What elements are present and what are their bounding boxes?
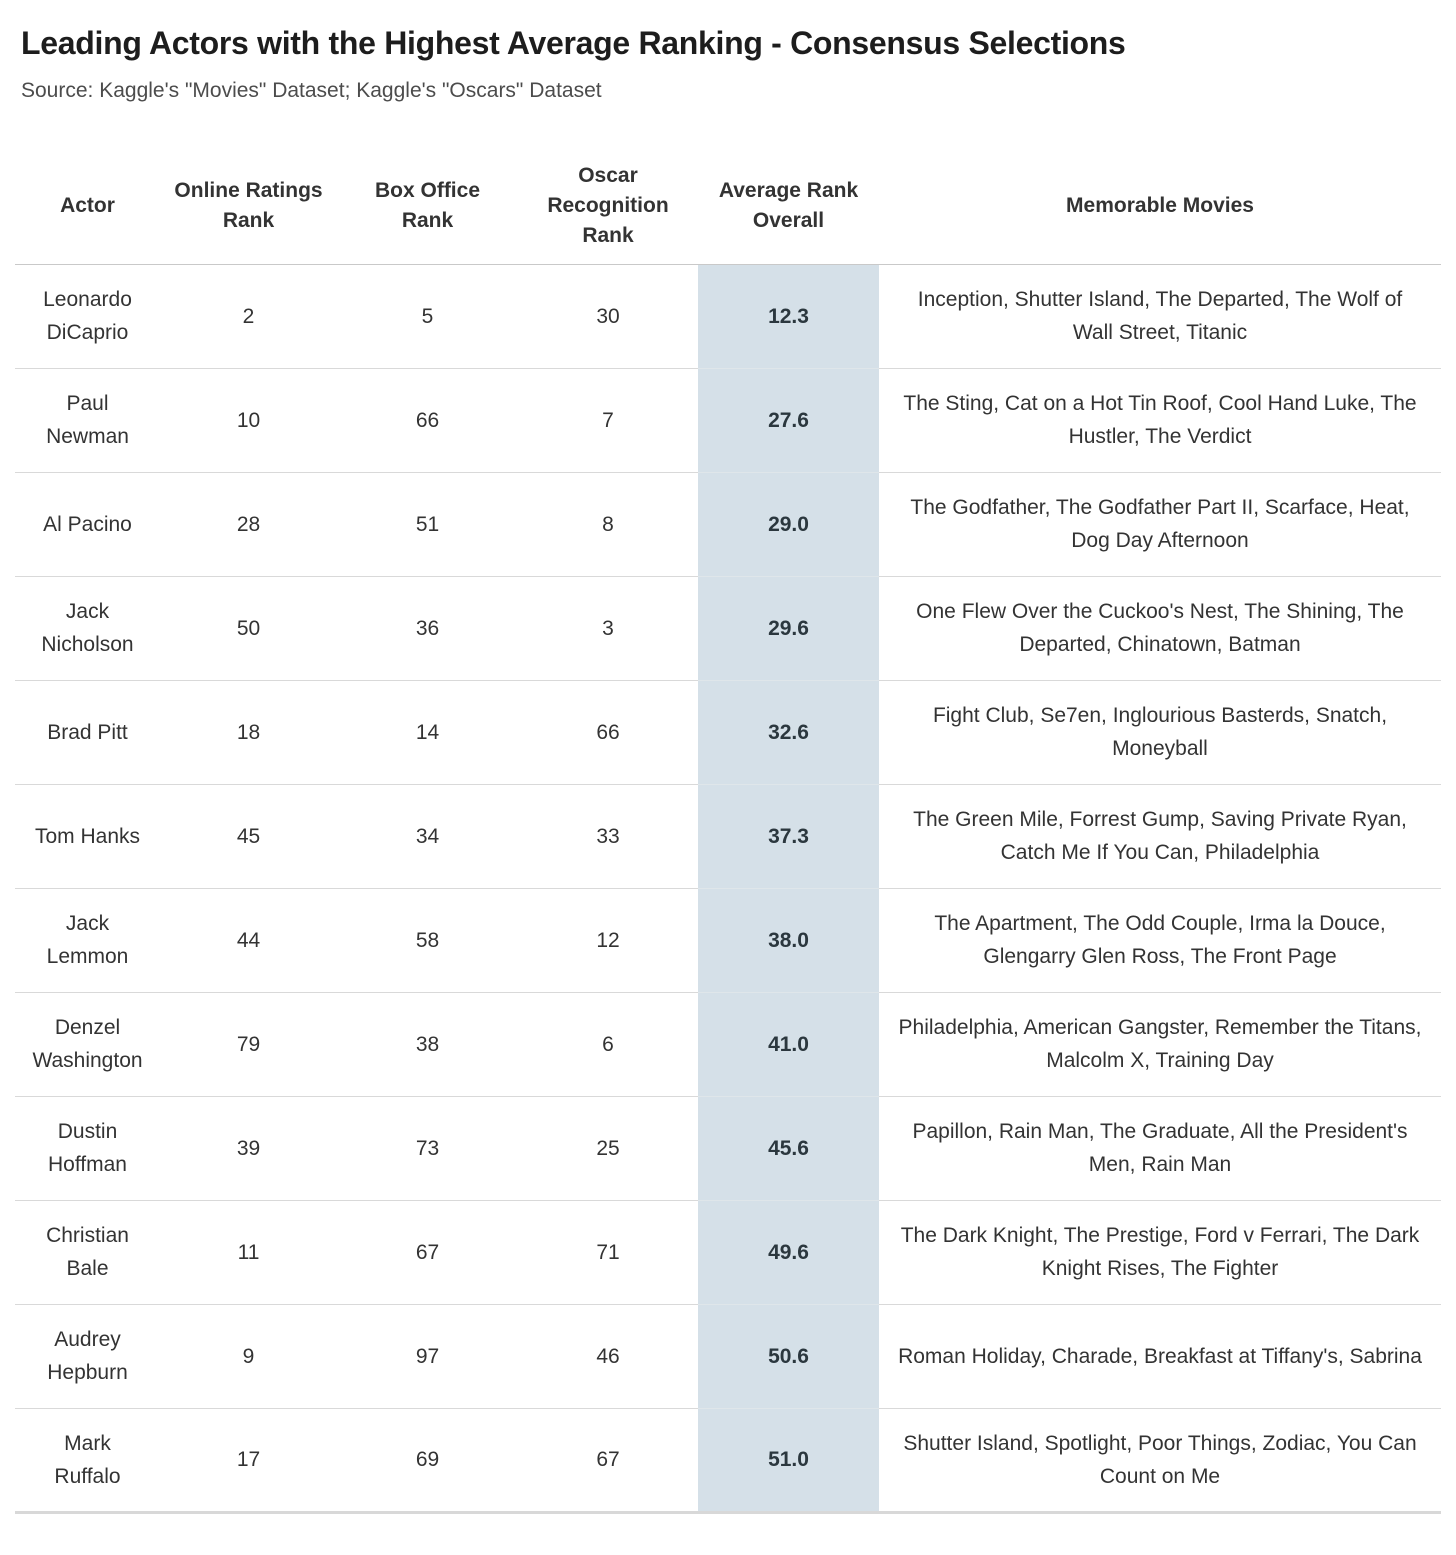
column-header-oscar-recognition-rank: Oscar Recognition Rank — [518, 148, 698, 265]
average-rank-cell: 41.0 — [698, 992, 879, 1097]
table-row: Christian Bale 11 67 71 49.6 The Dark Kn… — [15, 1200, 1441, 1305]
column-header-box-office-rank: Box Office Rank — [337, 148, 518, 265]
box-office-rank-cell: 69 — [337, 1408, 518, 1514]
oscar-recognition-rank-cell: 12 — [518, 888, 698, 993]
table-row: Tom Hanks 45 34 33 37.3 The Green Mile, … — [15, 784, 1441, 889]
memorable-movies-cell: The Godfather, The Godfather Part II, Sc… — [879, 472, 1441, 577]
table-row: Audrey Hepburn 9 97 46 50.6 Roman Holida… — [15, 1304, 1441, 1409]
memorable-movies-cell: Philadelphia, American Gangster, Remembe… — [879, 992, 1441, 1097]
online-ratings-rank-cell: 50 — [160, 576, 337, 681]
average-rank-cell: 37.3 — [698, 784, 879, 889]
oscar-recognition-rank-cell: 25 — [518, 1096, 698, 1201]
memorable-movies-cell: The Apartment, The Odd Couple, Irma la D… — [879, 888, 1441, 993]
actor-cell: Denzel Washington — [15, 992, 160, 1097]
online-ratings-rank-cell: 9 — [160, 1304, 337, 1409]
column-header-memorable-movies: Memorable Movies — [879, 148, 1441, 265]
column-header-actor: Actor — [15, 148, 160, 265]
box-office-rank-cell: 73 — [337, 1096, 518, 1201]
box-office-rank-cell: 34 — [337, 784, 518, 889]
actors-ranking-table: Actor Online Ratings Rank Box Office Ran… — [15, 148, 1441, 1514]
online-ratings-rank-cell: 39 — [160, 1096, 337, 1201]
actor-cell: Audrey Hepburn — [15, 1304, 160, 1409]
memorable-movies-cell: Fight Club, Se7en, Inglourious Basterds,… — [879, 680, 1441, 785]
oscar-recognition-rank-cell: 46 — [518, 1304, 698, 1409]
box-office-rank-cell: 14 — [337, 680, 518, 785]
box-office-rank-cell: 5 — [337, 264, 518, 369]
online-ratings-rank-cell: 28 — [160, 472, 337, 577]
table-row: Paul Newman 10 66 7 27.6 The Sting, Cat … — [15, 368, 1441, 473]
table-row: Mark Ruffalo 17 69 67 51.0 Shutter Islan… — [15, 1408, 1441, 1514]
box-office-rank-cell: 67 — [337, 1200, 518, 1305]
actor-cell: Jack Nicholson — [15, 576, 160, 681]
actor-cell: Christian Bale — [15, 1200, 160, 1305]
actor-cell: Tom Hanks — [15, 784, 160, 889]
oscar-recognition-rank-cell: 71 — [518, 1200, 698, 1305]
online-ratings-rank-cell: 79 — [160, 992, 337, 1097]
average-rank-cell: 29.0 — [698, 472, 879, 577]
online-ratings-rank-cell: 45 — [160, 784, 337, 889]
actor-cell: Mark Ruffalo — [15, 1408, 160, 1514]
average-rank-cell: 49.6 — [698, 1200, 879, 1305]
average-rank-cell: 45.6 — [698, 1096, 879, 1201]
actor-cell: Jack Lemmon — [15, 888, 160, 993]
oscar-recognition-rank-cell: 33 — [518, 784, 698, 889]
table-header-row: Actor Online Ratings Rank Box Office Ran… — [15, 148, 1441, 265]
memorable-movies-cell: The Dark Knight, The Prestige, Ford v Fe… — [879, 1200, 1441, 1305]
table-row: Leonardo DiCaprio 2 5 30 12.3 Inception,… — [15, 264, 1441, 369]
oscar-recognition-rank-cell: 6 — [518, 992, 698, 1097]
table-row: Al Pacino 28 51 8 29.0 The Godfather, Th… — [15, 472, 1441, 577]
online-ratings-rank-cell: 44 — [160, 888, 337, 993]
average-rank-cell: 29.6 — [698, 576, 879, 681]
online-ratings-rank-cell: 17 — [160, 1408, 337, 1514]
box-office-rank-cell: 36 — [337, 576, 518, 681]
table-row: Denzel Washington 79 38 6 41.0 Philadelp… — [15, 992, 1441, 1097]
average-rank-cell: 38.0 — [698, 888, 879, 993]
page-title: Leading Actors with the Highest Average … — [21, 25, 1126, 61]
oscar-recognition-rank-cell: 8 — [518, 472, 698, 577]
memorable-movies-cell: Roman Holiday, Charade, Breakfast at Tif… — [879, 1304, 1441, 1409]
box-office-rank-cell: 66 — [337, 368, 518, 473]
oscar-recognition-rank-cell: 7 — [518, 368, 698, 473]
actor-cell: Brad Pitt — [15, 680, 160, 785]
average-rank-cell: 32.6 — [698, 680, 879, 785]
online-ratings-rank-cell: 11 — [160, 1200, 337, 1305]
online-ratings-rank-cell: 2 — [160, 264, 337, 369]
box-office-rank-cell: 51 — [337, 472, 518, 577]
actor-cell: Paul Newman — [15, 368, 160, 473]
source-note: Source: Kaggle's "Movies" Dataset; Kaggl… — [21, 79, 602, 102]
memorable-movies-cell: The Green Mile, Forrest Gump, Saving Pri… — [879, 784, 1441, 889]
actor-cell: Dustin Hoffman — [15, 1096, 160, 1201]
memorable-movies-cell: Shutter Island, Spotlight, Poor Things, … — [879, 1408, 1441, 1514]
table-row: Brad Pitt 18 14 66 32.6 Fight Club, Se7e… — [15, 680, 1441, 785]
table-row: Jack Nicholson 50 36 3 29.6 One Flew Ove… — [15, 576, 1441, 681]
online-ratings-rank-cell: 18 — [160, 680, 337, 785]
average-rank-cell: 51.0 — [698, 1408, 879, 1514]
memorable-movies-cell: Papillon, Rain Man, The Graduate, All th… — [879, 1096, 1441, 1201]
oscar-recognition-rank-cell: 67 — [518, 1408, 698, 1514]
oscar-recognition-rank-cell: 3 — [518, 576, 698, 681]
column-header-average-rank-overall: Average Rank Overall — [698, 148, 879, 265]
actor-cell: Leonardo DiCaprio — [15, 264, 160, 369]
average-rank-cell: 50.6 — [698, 1304, 879, 1409]
box-office-rank-cell: 38 — [337, 992, 518, 1097]
box-office-rank-cell: 58 — [337, 888, 518, 993]
memorable-movies-cell: Inception, Shutter Island, The Departed,… — [879, 264, 1441, 369]
oscar-recognition-rank-cell: 66 — [518, 680, 698, 785]
memorable-movies-cell: One Flew Over the Cuckoo's Nest, The Shi… — [879, 576, 1441, 681]
average-rank-cell: 12.3 — [698, 264, 879, 369]
table-row: Dustin Hoffman 39 73 25 45.6 Papillon, R… — [15, 1096, 1441, 1201]
column-header-online-ratings-rank: Online Ratings Rank — [160, 148, 337, 265]
oscar-recognition-rank-cell: 30 — [518, 264, 698, 369]
table-row: Jack Lemmon 44 58 12 38.0 The Apartment,… — [15, 888, 1441, 993]
average-rank-cell: 27.6 — [698, 368, 879, 473]
memorable-movies-cell: The Sting, Cat on a Hot Tin Roof, Cool H… — [879, 368, 1441, 473]
online-ratings-rank-cell: 10 — [160, 368, 337, 473]
box-office-rank-cell: 97 — [337, 1304, 518, 1409]
actor-cell: Al Pacino — [15, 472, 160, 577]
